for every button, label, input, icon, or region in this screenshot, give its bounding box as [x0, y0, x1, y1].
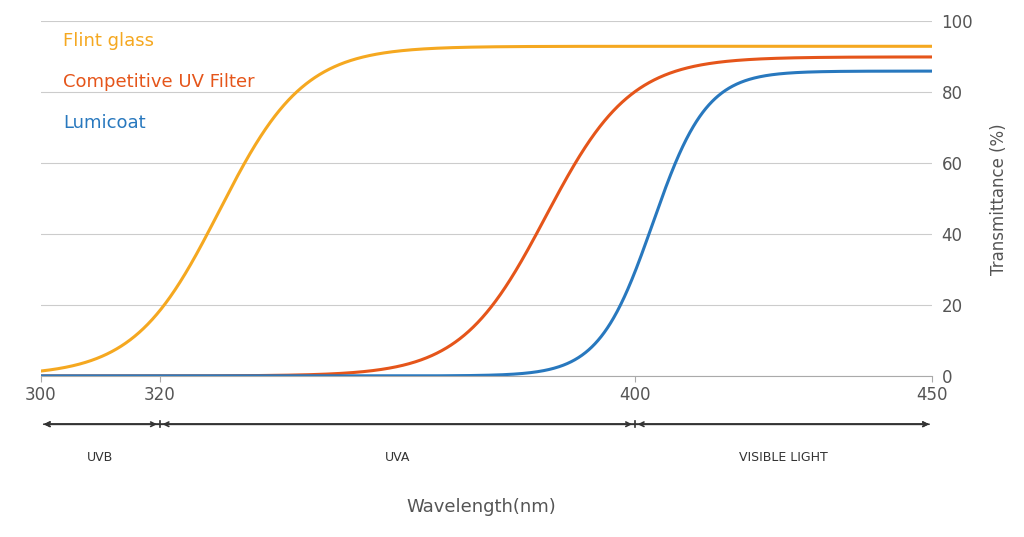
Text: Flint glass: Flint glass [63, 32, 155, 50]
Flint glass [80, 359, 92, 365]
Text: Competitive UV Filter: Competitive UV Filter [63, 73, 255, 91]
Lumicoat [899, 68, 911, 74]
Text: UVA: UVA [385, 451, 410, 464]
Text: VISIBLE LIGHT: VISIBLE LIGHT [739, 451, 827, 464]
Line: Flint glass: Flint glass [41, 46, 932, 371]
Lumicoat [926, 68, 938, 74]
Lumicoat [444, 373, 457, 379]
Flint glass [926, 43, 938, 49]
Flint glass [899, 43, 911, 49]
Lumicoat [736, 78, 749, 85]
Flint glass [900, 43, 912, 49]
Flint glass [444, 45, 457, 51]
Lumicoat [80, 373, 92, 379]
Flint glass [468, 44, 480, 50]
Competitive UV Filter [926, 54, 938, 60]
Line: Lumicoat: Lumicoat [41, 71, 932, 376]
Lumicoat [35, 373, 47, 379]
Lumicoat [468, 372, 480, 379]
Competitive UV Filter [900, 54, 912, 60]
Competitive UV Filter [35, 373, 47, 379]
Lumicoat [900, 68, 912, 74]
Text: Wavelength(nm): Wavelength(nm) [407, 497, 556, 516]
Text: Lumicoat: Lumicoat [63, 114, 145, 132]
Text: UVB: UVB [87, 451, 114, 464]
Flint glass [35, 368, 47, 374]
Competitive UV Filter [736, 57, 749, 63]
Flint glass [736, 43, 749, 49]
Y-axis label: Transmittance (%): Transmittance (%) [990, 123, 1008, 274]
Competitive UV Filter [468, 323, 480, 329]
Line: Competitive UV Filter: Competitive UV Filter [41, 57, 932, 376]
Competitive UV Filter [444, 342, 457, 349]
Competitive UV Filter [80, 373, 92, 379]
Competitive UV Filter [899, 54, 911, 60]
